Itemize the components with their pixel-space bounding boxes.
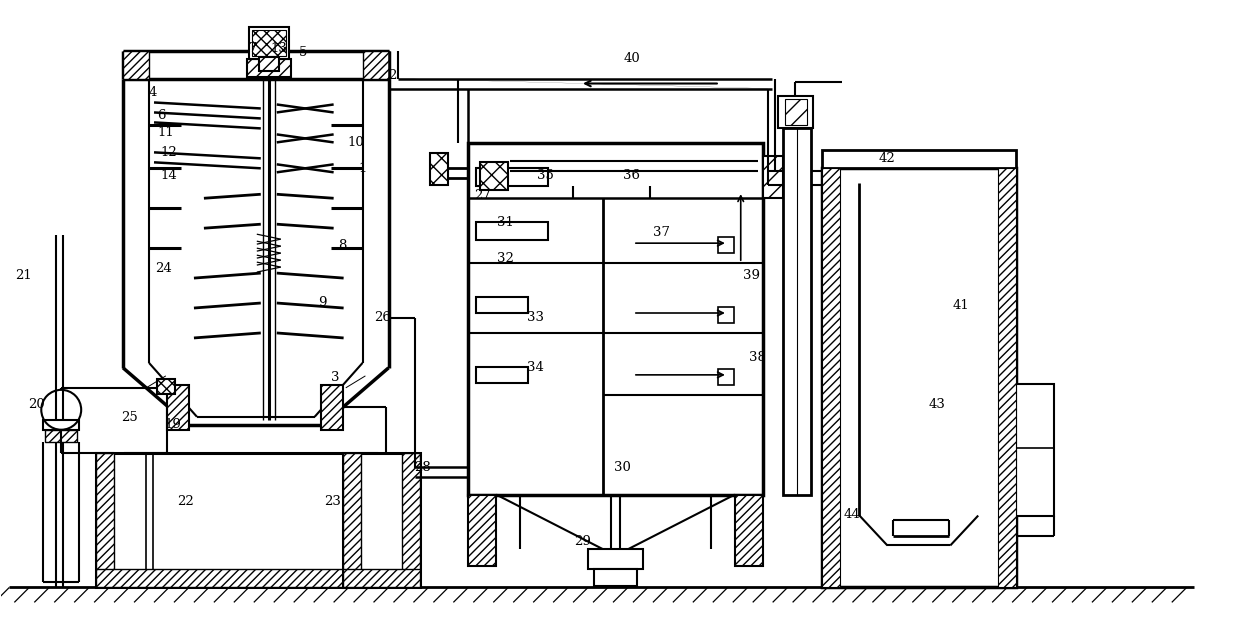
Bar (97, 570, 375, 587)
Text: 32: 32 (497, 251, 514, 265)
Bar (123, 50, 149, 79)
Text: 34: 34 (527, 362, 544, 374)
Bar (97, 453, 375, 587)
Text: 44: 44 (843, 508, 860, 521)
Text: 38: 38 (750, 352, 766, 364)
Bar (43, 420, 79, 430)
Bar (343, 570, 420, 587)
Text: 10: 10 (347, 136, 364, 149)
Text: 26: 26 (374, 311, 392, 324)
Text: 37: 37 (653, 226, 670, 239)
Text: 13: 13 (270, 42, 287, 55)
Text: 23: 23 (325, 495, 341, 508)
Bar (403, 453, 420, 587)
Bar (343, 453, 361, 587)
Bar (476, 168, 548, 186)
Text: 8: 8 (338, 239, 347, 251)
Bar (481, 163, 508, 190)
Text: 39: 39 (743, 268, 761, 282)
Bar (783, 129, 810, 495)
Text: 20: 20 (28, 398, 45, 411)
Text: 22: 22 (177, 495, 195, 508)
Bar (97, 453, 114, 587)
Bar (717, 237, 733, 253)
Bar (763, 156, 783, 198)
Text: 42: 42 (878, 152, 896, 165)
Bar (821, 168, 840, 587)
Text: 25: 25 (120, 411, 138, 424)
Text: 7: 7 (249, 42, 256, 55)
Bar (999, 168, 1016, 587)
Bar (1016, 384, 1054, 515)
Bar (778, 96, 813, 129)
Text: 24: 24 (155, 261, 171, 275)
Bar (593, 570, 637, 587)
Bar (476, 367, 528, 383)
Bar (321, 385, 343, 430)
Bar (476, 297, 528, 313)
Bar (821, 168, 1016, 587)
Text: 40: 40 (623, 52, 641, 65)
Bar (821, 151, 1016, 168)
Text: 1: 1 (358, 162, 367, 175)
Bar (167, 385, 190, 430)
Bar (587, 549, 643, 570)
Bar (343, 453, 420, 587)
Bar (717, 307, 733, 323)
Text: 27: 27 (473, 189, 491, 202)
Text: 33: 33 (527, 311, 544, 324)
Bar (252, 30, 286, 55)
Text: 14: 14 (161, 169, 177, 182)
Text: 30: 30 (613, 461, 631, 474)
Bar (157, 379, 175, 394)
Bar (735, 495, 763, 566)
Text: 28: 28 (414, 461, 431, 474)
Bar (247, 59, 291, 76)
Bar (259, 57, 279, 71)
Bar (46, 430, 77, 442)
Bar (468, 495, 497, 566)
Text: 43: 43 (929, 398, 945, 411)
Text: 29: 29 (574, 535, 591, 548)
Bar (430, 153, 449, 185)
Bar (363, 50, 389, 79)
Text: 31: 31 (497, 215, 514, 229)
Text: 12: 12 (161, 146, 177, 159)
Text: 3: 3 (331, 371, 339, 384)
Bar (784, 100, 807, 125)
Bar (476, 222, 548, 240)
Text: 11: 11 (157, 126, 175, 139)
Text: 5: 5 (299, 46, 307, 59)
Text: 19: 19 (165, 418, 181, 432)
Bar (249, 26, 289, 59)
Text: 4: 4 (149, 86, 157, 99)
Text: 9: 9 (318, 295, 327, 309)
Bar (468, 144, 763, 495)
Text: 2: 2 (388, 69, 396, 82)
Text: 6: 6 (157, 109, 165, 122)
Text: 41: 41 (953, 299, 970, 311)
Text: 36: 36 (623, 169, 641, 182)
Bar (358, 453, 375, 587)
Text: 21: 21 (15, 268, 32, 282)
Bar (717, 369, 733, 385)
Text: 35: 35 (536, 169, 554, 182)
